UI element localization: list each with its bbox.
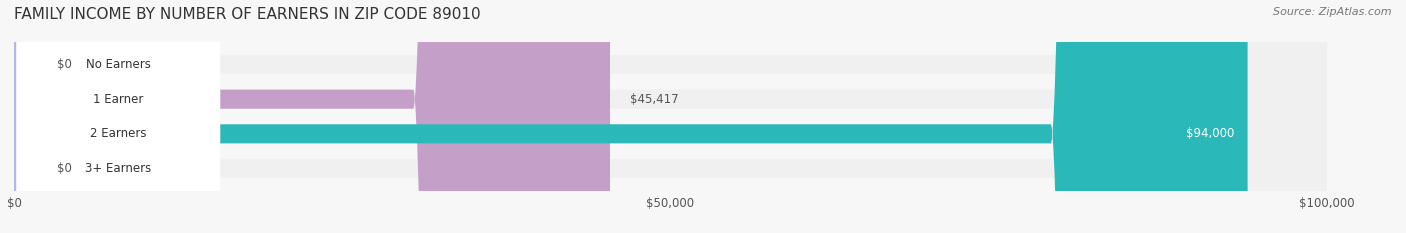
FancyBboxPatch shape bbox=[14, 0, 610, 233]
Text: $0: $0 bbox=[58, 58, 72, 71]
FancyBboxPatch shape bbox=[17, 0, 221, 233]
FancyBboxPatch shape bbox=[14, 0, 1326, 233]
FancyBboxPatch shape bbox=[14, 0, 1326, 233]
Text: 2 Earners: 2 Earners bbox=[90, 127, 146, 140]
FancyBboxPatch shape bbox=[14, 0, 1326, 233]
Text: $45,417: $45,417 bbox=[630, 93, 678, 106]
Text: $0: $0 bbox=[58, 162, 72, 175]
FancyBboxPatch shape bbox=[0, 0, 211, 233]
Text: No Earners: No Earners bbox=[86, 58, 150, 71]
FancyBboxPatch shape bbox=[17, 0, 221, 233]
FancyBboxPatch shape bbox=[17, 0, 221, 233]
FancyBboxPatch shape bbox=[17, 0, 221, 233]
Text: $94,000: $94,000 bbox=[1187, 127, 1234, 140]
FancyBboxPatch shape bbox=[14, 0, 1326, 233]
Text: 1 Earner: 1 Earner bbox=[93, 93, 143, 106]
Text: FAMILY INCOME BY NUMBER OF EARNERS IN ZIP CODE 89010: FAMILY INCOME BY NUMBER OF EARNERS IN ZI… bbox=[14, 7, 481, 22]
FancyBboxPatch shape bbox=[14, 0, 1247, 233]
FancyBboxPatch shape bbox=[0, 0, 211, 233]
Text: 3+ Earners: 3+ Earners bbox=[86, 162, 152, 175]
Text: Source: ZipAtlas.com: Source: ZipAtlas.com bbox=[1274, 7, 1392, 17]
